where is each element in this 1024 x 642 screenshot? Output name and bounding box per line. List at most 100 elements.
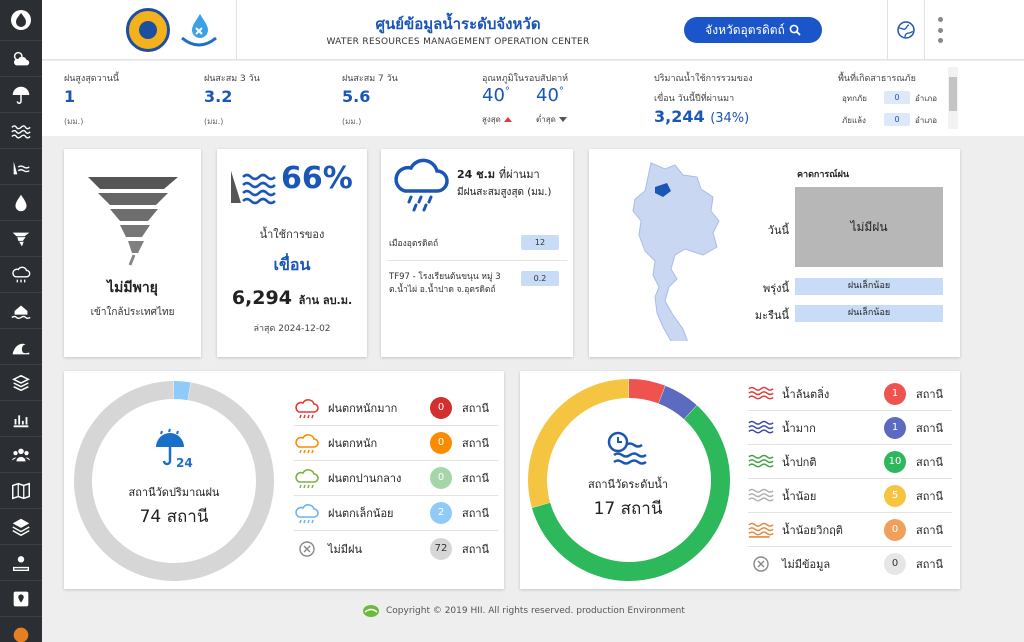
dam-updated: ล่าสุด 2024-12-02 bbox=[253, 324, 331, 334]
water-level-center-label: สถานีวัดระดับน้ำ bbox=[587, 478, 669, 491]
forecast-tomorrow-value: ฝนเล็กน้อย bbox=[795, 278, 943, 295]
level-legend-count: 0 bbox=[884, 518, 906, 541]
level-legend-row[interactable]: น้ำมาก 1 สถานี bbox=[748, 411, 952, 445]
forecast-today-value: ไม่มีฝน bbox=[795, 187, 943, 267]
drop-icon bbox=[15, 194, 27, 211]
rain24-row-name: เมืองอุตรดิตถ์ bbox=[389, 239, 439, 249]
sidebar-item-location-user[interactable] bbox=[0, 544, 42, 580]
sidebar-item-statistics[interactable] bbox=[0, 400, 42, 436]
flood-count-badge: 0 bbox=[884, 91, 910, 104]
sidebar-item-sea[interactable] bbox=[0, 328, 42, 364]
level-legend-count: 1 bbox=[884, 416, 906, 439]
dam-card[interactable]: 66% น้ำใช้การของ เขื่อน 6,294 ล้าน ลบ.ม.… bbox=[217, 149, 367, 357]
level-legend-unit: สถานี bbox=[916, 558, 944, 571]
level-donut-slice[interactable] bbox=[531, 405, 730, 581]
level-legend-row[interactable]: น้ำน้อย 5 สถานี bbox=[748, 479, 952, 513]
svg-text:24: 24 bbox=[176, 456, 193, 470]
level-legend-label: ไม่มีข้อมูล bbox=[782, 558, 831, 571]
level-legend-unit: สถานี bbox=[916, 489, 944, 503]
rain-legend-row[interactable]: ฝนตกหนักมาก 0 สถานี bbox=[294, 391, 498, 426]
water-level-donut-chart bbox=[528, 379, 730, 581]
footer-copyright: Copyright © 2019 HII. All rights reserve… bbox=[386, 606, 685, 616]
sidebar-item-water-quality[interactable] bbox=[0, 184, 42, 220]
rain-legend-row[interactable]: ฝนตกหนัก 0 สถานี bbox=[294, 426, 498, 461]
sidebar-item-water-level[interactable] bbox=[0, 112, 42, 148]
sidebar-item-storm[interactable] bbox=[0, 220, 42, 256]
arrow-up-icon bbox=[503, 117, 512, 122]
globe-icon[interactable] bbox=[896, 20, 916, 40]
cloud-rain-icon bbox=[394, 158, 449, 212]
sidebar bbox=[0, 0, 42, 642]
level-legend-row[interactable]: น้ำล้นตลิ่ง 1 สถานี bbox=[748, 377, 952, 411]
wave-low-icon bbox=[748, 485, 774, 507]
level-legend-row[interactable]: ไม่มีข้อมูล 0 สถานี bbox=[748, 547, 952, 581]
storm-title: ไม่มีพายุ bbox=[107, 280, 158, 296]
tornado-icon bbox=[88, 177, 178, 266]
province-search-button[interactable]: จังหวัดอุตรดิตถ์ bbox=[684, 17, 822, 43]
sidebar-item-rain[interactable] bbox=[0, 76, 42, 112]
hii-logo-icon bbox=[363, 605, 379, 617]
rain24-row[interactable]: TF97 - โรงเรียนต้นขนุน หมู่ 3 ต.น้ำไผ่ อ… bbox=[387, 267, 567, 303]
dam-stat-value: 3,244 (34%) bbox=[654, 107, 750, 126]
footer: Copyright © 2019 HII. All rights reserve… bbox=[362, 603, 685, 619]
temp-label: อุณหภูมิในรอบสัปดาห์ bbox=[482, 74, 569, 84]
sidebar-item-forecast[interactable] bbox=[0, 256, 42, 292]
cloud-rain-icon bbox=[12, 266, 31, 282]
app-logo-icon[interactable] bbox=[0, 0, 42, 40]
orange-badge-icon bbox=[13, 627, 29, 642]
forecast-title: คาดการณ์ฝน bbox=[797, 170, 850, 180]
sidebar-item-location[interactable] bbox=[0, 580, 42, 616]
umbrella-24-icon: 24 bbox=[156, 428, 193, 470]
dam-percent: 66% bbox=[281, 161, 353, 196]
sidebar-item-layers-2[interactable] bbox=[0, 508, 42, 544]
disaster-label: พื้นที่เกิดสาธารณภัย bbox=[838, 74, 916, 84]
rain24-card[interactable]: 24 ช.ม ที่ผ่านมา มีฝนสะสมสูงสุด (มม.) เม… bbox=[381, 149, 573, 357]
sidebar-item-extra[interactable] bbox=[0, 616, 42, 642]
level-legend-count: 0 bbox=[884, 553, 906, 575]
rain-legend-row[interactable]: ฝนตกเล็กน้อย 2 สถานี bbox=[294, 496, 498, 531]
temp-max-label: สูงสุด bbox=[482, 113, 512, 126]
level-legend-label: น้ำปกติ bbox=[782, 455, 817, 469]
rain-donut-slice[interactable] bbox=[174, 381, 191, 401]
dam-line2: เขื่อน bbox=[273, 255, 311, 274]
water-drop-logo-icon bbox=[181, 14, 217, 47]
rain-legend-row[interactable]: ฝนตกปานกลาง 0 สถานี bbox=[294, 461, 498, 496]
flood-unit: อำเภอ bbox=[915, 94, 938, 103]
stack-icon bbox=[12, 374, 30, 391]
sidebar-item-dam[interactable] bbox=[0, 148, 42, 184]
rain-legend-unit: สถานี bbox=[462, 402, 490, 415]
level-donut-slice[interactable] bbox=[528, 379, 629, 508]
rain-legend-count: 72 bbox=[430, 537, 452, 560]
wave-high-icon bbox=[748, 417, 774, 439]
sidebar-item-map[interactable] bbox=[0, 472, 42, 508]
sidebar-item-weather[interactable] bbox=[0, 40, 42, 76]
sidebar-item-people[interactable] bbox=[0, 436, 42, 472]
rain-legend-row[interactable]: ไม่มีฝน 72 สถานี bbox=[294, 531, 498, 566]
rain24-row[interactable]: เมืองอุตรดิตถ์ 12 bbox=[387, 231, 567, 261]
sidebar-item-layers[interactable] bbox=[0, 364, 42, 400]
rain-stations-center-value: 74 สถานี bbox=[139, 507, 209, 527]
water-level-stations-card[interactable]: สถานีวัดระดับน้ำ 17 สถานี น้ำล้นตลิ่ง 1 สถ… bbox=[520, 371, 960, 589]
search-icon bbox=[789, 24, 801, 36]
header-divider bbox=[887, 0, 888, 60]
more-menu-icon[interactable] bbox=[935, 17, 945, 43]
rain-donut-slice[interactable] bbox=[74, 381, 275, 581]
forecast-card[interactable]: คาดการณ์ฝน วันนี้ ไม่มีฝน พรุ่งนี้ ฝนเล็… bbox=[589, 149, 960, 357]
level-donut-slice[interactable] bbox=[629, 379, 666, 404]
temp-min-value: 40° bbox=[536, 85, 564, 106]
water-level-center-value: 17 สถานี bbox=[593, 499, 663, 519]
rain-stations-card[interactable]: 24 สถานีวัดปริมาณฝน 74 สถานี ฝนตกหนักมาก… bbox=[64, 371, 504, 589]
level-legend-row[interactable]: น้ำน้อยวิกฤติ 0 สถานี bbox=[748, 513, 952, 547]
disaster-scrollbar[interactable] bbox=[948, 67, 958, 129]
storm-card[interactable]: ไม่มีพายุ เข้าใกล้ประเทศไทย bbox=[64, 149, 201, 357]
level-legend-row[interactable]: น้ำปกติ 10 สถานี bbox=[748, 445, 952, 479]
level-legend-unit: สถานี bbox=[916, 387, 944, 401]
level-legend-count: 1 bbox=[884, 382, 906, 405]
map-pin-icon bbox=[13, 591, 29, 606]
dam-icon bbox=[13, 161, 30, 174]
header: ศูนย์ข้อมูลน้ำระดับจังหวัด WATER RESOURC… bbox=[42, 0, 1024, 60]
sidebar-item-flood[interactable] bbox=[0, 292, 42, 328]
level-legend-unit: สถานี bbox=[916, 421, 944, 435]
rain-legend-count: 2 bbox=[430, 502, 452, 524]
level-donut-slice[interactable] bbox=[658, 385, 697, 420]
